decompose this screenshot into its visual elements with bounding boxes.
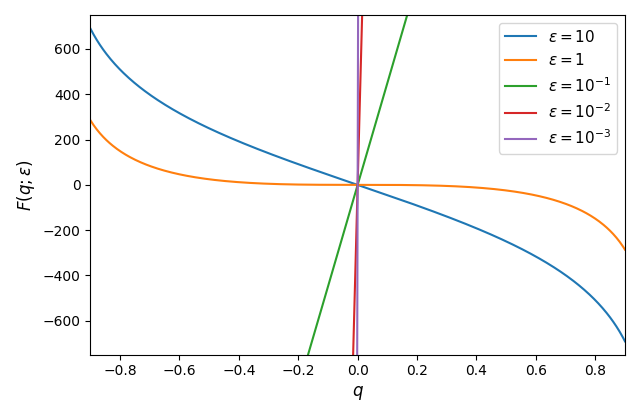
$\varepsilon=10^{-1}$	[404, 8, 412, 13]
Line: $\varepsilon=10^{-2}$: $\varepsilon=10^{-2}$	[90, 0, 625, 417]
Legend: $\varepsilon=10$, $\varepsilon=1$, $\varepsilon=10^{-1}$, $\varepsilon=10^{-2}$,: $\varepsilon=10$, $\varepsilon=1$, $\var…	[499, 23, 618, 153]
$\varepsilon=1$	[86, 118, 94, 123]
$\varepsilon=10$	[340, 178, 348, 183]
$\varepsilon=10^{-1}$	[340, 229, 348, 234]
$\varepsilon=1$	[340, 182, 348, 187]
Line: $\varepsilon=10^{-3}$: $\varepsilon=10^{-3}$	[90, 0, 625, 417]
$\varepsilon=10^{-1}$	[376, 107, 383, 112]
Line: $\varepsilon=10$: $\varepsilon=10$	[90, 28, 625, 342]
$\varepsilon=1$	[525, 191, 532, 196]
$\varepsilon=10$	[344, 179, 351, 184]
Line: $\varepsilon=1$: $\varepsilon=1$	[90, 120, 625, 250]
$\varepsilon=1$	[608, 230, 616, 235]
$\varepsilon=10$	[86, 26, 94, 31]
$\varepsilon=10^{-1}$	[344, 217, 351, 222]
$\varepsilon=10$	[621, 339, 629, 344]
$\varepsilon=1$	[404, 183, 412, 188]
$\varepsilon=10$	[525, 250, 532, 255]
$\varepsilon=1$	[344, 182, 351, 187]
Line: $\varepsilon=10^{-1}$: $\varepsilon=10^{-1}$	[90, 0, 625, 417]
X-axis label: $q$: $q$	[351, 384, 364, 402]
Y-axis label: $F(q; \varepsilon)$: $F(q; \varepsilon)$	[15, 159, 37, 211]
$\varepsilon=10$	[376, 190, 383, 195]
$\varepsilon=10$	[404, 200, 412, 205]
$\varepsilon=1$	[376, 182, 383, 187]
$\varepsilon=10$	[608, 318, 616, 323]
$\varepsilon=1$	[621, 247, 629, 252]
